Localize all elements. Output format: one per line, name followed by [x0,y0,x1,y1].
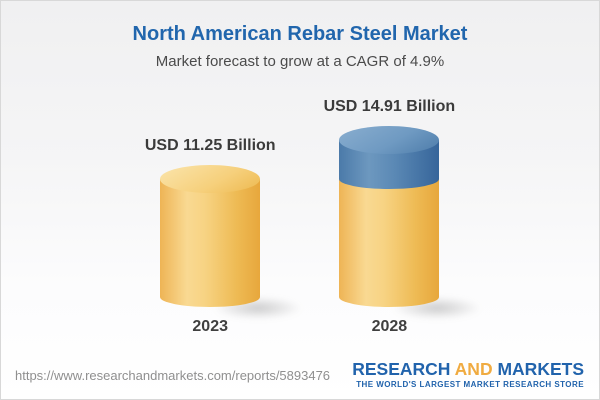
research-and-markets-logo: RESEARCH AND MARKETS THE WORLD'S LARGEST… [352,358,584,390]
cylinder-bar [339,126,484,320]
cylinder-segment-base [339,178,440,307]
report-url-link[interactable]: https://www.researchandmarkets.com/repor… [15,367,331,383]
footer: https://www.researchandmarkets.com/repor… [1,351,599,399]
logo-tagline: THE WORLD'S LARGEST MARKET RESEARCH STOR… [356,380,584,390]
cylinder-bar [160,164,305,320]
bar-category-label: 2023 [192,318,228,335]
cylinder-chart: USD 11.25 Billion 2023 USD 14.91 Billion 20… [1,70,599,336]
logo-word-research: RESEARCH [352,358,451,379]
chart-subtitle: Market forecast to grow at a CAGR of 4.9… [155,53,445,70]
bar-category-label: 2028 [371,318,408,335]
chart-header: North American Rebar Steel Market Market… [1,1,599,71]
logo-word-and: AND [454,358,493,379]
cylinder-top [160,164,261,193]
logo-word-markets: MARKETS [497,358,584,379]
logo-wordmark: RESEARCH AND MARKETS [352,358,584,379]
bar-group-2023: USD 11.25 Billion 2023 [144,136,305,336]
chart-title: North American Rebar Steel Market [132,23,468,45]
bar-value-label: USD 14.91 Billion [323,98,456,115]
bar-value-label: USD 11.25 Billion [144,136,276,154]
cylinder-top [339,126,440,154]
bar-group-2028: USD 14.91 Billion 2028 [323,98,484,336]
cylinder-segment-base [160,178,261,307]
